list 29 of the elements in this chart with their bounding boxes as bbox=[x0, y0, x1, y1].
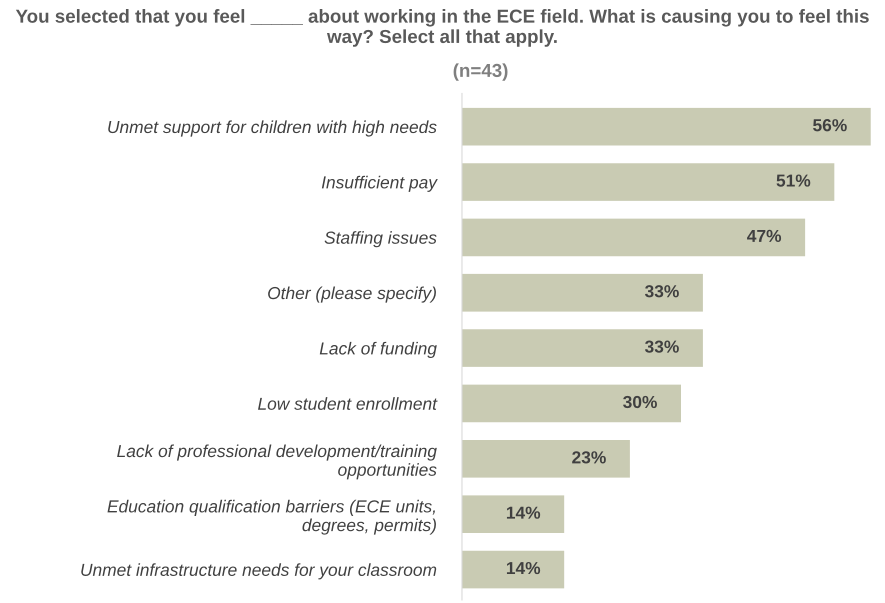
y-tick-label: Lack of professional development/training opportunities bbox=[117, 444, 437, 480]
chart-title: You selected that you feel _____ about working in the ECE field. What is causing you to feel this way? Select all that apply. bbox=[16, 9, 869, 47]
data-label: 33% bbox=[644, 340, 679, 353]
bar bbox=[462, 108, 871, 146]
bar bbox=[462, 440, 630, 478]
y-tick-label: Staffing issues bbox=[324, 231, 437, 248]
y-tick-label: Unmet support for children with high needs bbox=[108, 120, 437, 137]
bar bbox=[462, 550, 564, 588]
data-label: 56% bbox=[813, 119, 847, 132]
data-label: 33% bbox=[644, 285, 679, 298]
bar bbox=[462, 329, 703, 367]
data-label: 14% bbox=[506, 562, 540, 574]
bar bbox=[462, 218, 806, 256]
bar bbox=[462, 495, 564, 534]
y-tick-label: Other (please specify) bbox=[268, 286, 436, 303]
data-label: 14% bbox=[506, 506, 540, 519]
bar bbox=[462, 274, 703, 312]
bar bbox=[462, 163, 834, 201]
data-label: 30% bbox=[623, 396, 657, 408]
bar bbox=[462, 384, 682, 422]
y-tick-label: Education qualification barriers (ECE units, degrees, permits) bbox=[108, 500, 436, 535]
data-label: 47% bbox=[747, 230, 782, 242]
y-tick-label: Low student enrollment bbox=[258, 397, 438, 410]
y-tick-label: Unmet infrastructure needs for your classroom bbox=[81, 563, 436, 580]
y-tick-label: Lack of funding bbox=[320, 342, 437, 358]
data-label: 51% bbox=[776, 174, 810, 187]
y-tick-label: Insufficient pay bbox=[322, 176, 438, 192]
chart-subtitle: (n=43) bbox=[454, 63, 508, 81]
data-label: 23% bbox=[572, 451, 606, 464]
